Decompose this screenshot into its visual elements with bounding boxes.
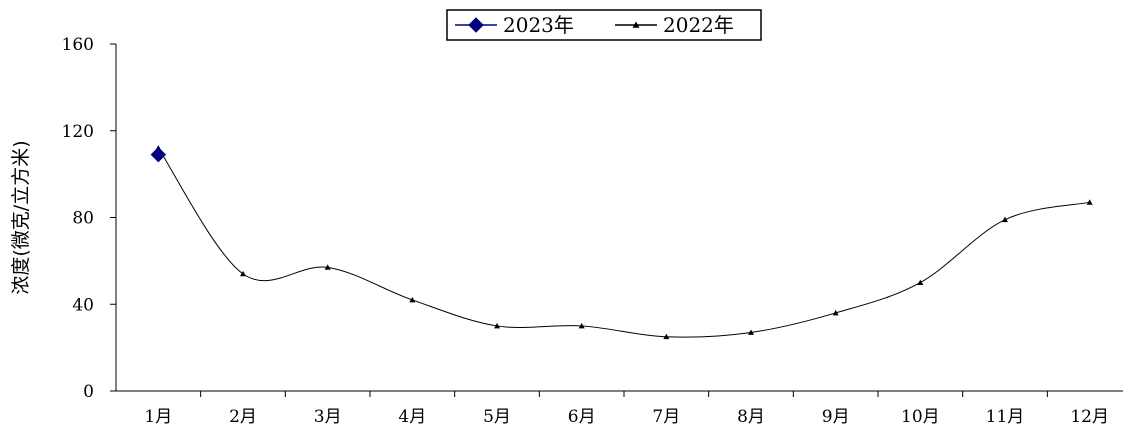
legend-marker (468, 17, 484, 33)
data-point (832, 309, 839, 316)
y-axis-title: 浓度(微克/立方米) (10, 140, 32, 294)
x-tick-label: 7月 (652, 407, 680, 427)
x-tick-label: 3月 (314, 407, 342, 427)
y-tick-label: 80 (72, 209, 94, 229)
legend-item: 2023年 (455, 13, 574, 37)
legend-label: 2022年 (663, 13, 734, 37)
series-2023年 (150, 146, 167, 163)
x-tick-label: 1月 (144, 407, 172, 427)
legend: 2023年 2022年 (446, 9, 762, 41)
data-point (917, 279, 924, 285)
x-tick-label: 6月 (568, 407, 596, 427)
x-tick-label: 11月 (986, 407, 1025, 427)
series-line (157, 147, 1090, 338)
y-tick-label: 160 (62, 35, 94, 55)
x-tick-label: 2月 (229, 407, 257, 427)
data-point (748, 329, 754, 335)
x-tick-label: 8月 (737, 407, 765, 427)
y-tick-label: 120 (62, 122, 94, 142)
data-point (578, 322, 585, 329)
x-tick-label: 4月 (398, 407, 426, 427)
data-point (663, 333, 670, 340)
axes (115, 44, 1123, 392)
data-point (1002, 216, 1008, 223)
x-tick-label: 9月 (822, 407, 850, 427)
data-point (240, 270, 246, 277)
data-point (1086, 199, 1093, 205)
data-point (409, 296, 416, 303)
legend-item: 2022年 (615, 13, 734, 37)
x-tick-label: 5月 (483, 407, 511, 427)
x-tick-label: 10月 (901, 407, 940, 427)
series-2022年 (155, 145, 1093, 340)
legend-label: 2023年 (503, 13, 574, 37)
y-tick-label: 0 (83, 382, 94, 402)
x-tick-label: 12月 (1070, 407, 1109, 427)
x-ticks: 1月 2月 3月 4月 5月 6月 7月 8月 9月 10月 11月 12月 (144, 391, 1109, 427)
series-layer (150, 145, 1093, 340)
data-point (150, 146, 167, 163)
data-point (494, 322, 500, 329)
legend-marker (632, 21, 640, 28)
legend-box (446, 9, 762, 41)
y-axis-label: 浓度(微克/立方米) (10, 140, 32, 294)
y-tick-label: 40 (72, 295, 94, 315)
y-ticks: 0 40 80 120 160 (62, 35, 116, 402)
data-point (324, 264, 331, 270)
